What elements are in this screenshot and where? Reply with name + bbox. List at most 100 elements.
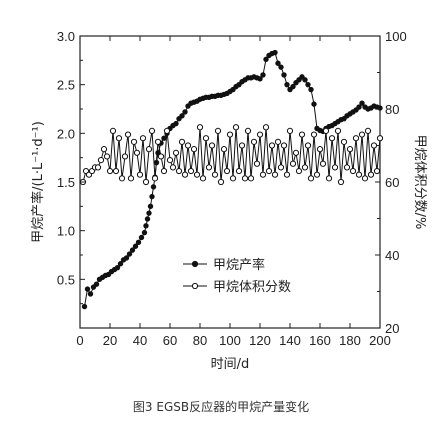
fraction-point [247,175,255,182]
fraction-point [340,138,348,145]
fraction-point [331,164,339,171]
rate-point [260,72,266,78]
fraction-point [250,138,258,145]
fraction-point [373,167,381,175]
fraction-point [154,138,162,145]
rate-point [356,104,362,110]
fraction-point [244,127,252,134]
rate-point [179,113,185,119]
fraction-point [220,146,228,153]
fraction-point [286,127,294,134]
y-left-tick-label: 1.0 [57,224,75,239]
rate-point [147,203,154,210]
legend-label: 甲烷产率 [213,257,265,273]
fraction-point [160,167,168,175]
fraction-point [121,153,129,160]
legend-label: 甲烷体积分数 [213,280,291,295]
fraction-point [139,135,147,142]
fraction-point [112,167,120,175]
series-methane-fraction [79,124,384,186]
y-left-axis-label: 甲烷产率/(L·L⁻¹·d⁻¹) [30,121,46,243]
rate-point [144,216,151,222]
fraction-point [226,131,234,138]
fraction-point [157,153,165,160]
fraction-point [163,127,171,134]
y-left-tick-label: 1.5 [57,175,75,190]
fraction-point [295,167,303,175]
fraction-point [145,146,153,153]
fraction-point [370,142,378,149]
fraction-point [172,149,180,156]
fraction-point [100,146,108,153]
rate-point [93,281,100,287]
x-tick-label: 180 [339,333,361,348]
rate-point [114,264,121,271]
fraction-point [325,175,333,182]
rate-point [359,100,365,106]
y-right-axis-label: 甲烷体积分数/% [412,135,427,230]
fraction-point [274,138,282,145]
series-methane-rate [81,49,383,310]
rate-point [143,223,149,229]
fraction-point [208,142,216,149]
fraction-point [202,135,210,142]
x-tick-label: 40 [133,333,147,348]
fraction-point [376,135,384,142]
fraction-point [211,171,219,178]
fraction-point [151,175,159,182]
rate-point [150,184,157,190]
fraction-point [256,131,264,138]
fraction-point [310,131,318,138]
legend-marker [191,282,199,290]
fraction-point [115,135,123,142]
rate-point [173,120,179,127]
rate-point [146,210,152,216]
fraction-point [352,135,360,142]
y-left-tick-label: 2.5 [57,78,75,93]
fraction-point [280,142,288,149]
figure-caption: 图3 EGSB反应器的甲烷产量变化 [132,400,310,414]
fraction-point [307,175,315,182]
x-tick-label: 160 [309,333,331,348]
fraction-point [358,131,366,138]
fraction-point [103,153,111,160]
fraction-point [178,138,186,145]
fraction-point [283,171,291,178]
y-left-tick-label: 3.0 [57,29,75,44]
fraction-point [349,167,357,175]
fraction-point [268,142,276,149]
fraction-point [217,178,225,186]
y-right-tick-label: 60 [385,175,399,190]
fraction-point [259,171,267,178]
series-line [82,127,381,183]
fraction-point [133,149,141,156]
x-tick-label: 120 [249,333,271,348]
fraction-point [214,127,222,134]
fraction-point [322,127,330,134]
rate-point [302,77,308,83]
rate-point [149,193,155,200]
rate-point [272,49,278,56]
rate-point [257,76,263,82]
fraction-point [169,164,177,171]
rate-point [141,229,148,236]
legend-marker [191,260,199,268]
fraction-point [343,164,351,171]
rate-point [117,261,124,267]
fraction-point [361,175,369,182]
fraction-point [328,135,336,142]
fraction-point [334,127,342,134]
x-tick-label: 100 [219,333,241,348]
x-tick-label: 0 [76,333,83,348]
y-left-tick-label: 0.5 [57,272,75,287]
x-tick-label: 200 [369,333,391,348]
rate-point [126,251,133,257]
rate-point [284,81,290,88]
rate-point [182,109,188,115]
x-tick-label: 20 [103,333,117,348]
fraction-point [316,146,324,153]
x-axis-label: 时间/d [211,357,250,372]
fraction-point [223,167,231,175]
fraction-point [166,157,174,164]
